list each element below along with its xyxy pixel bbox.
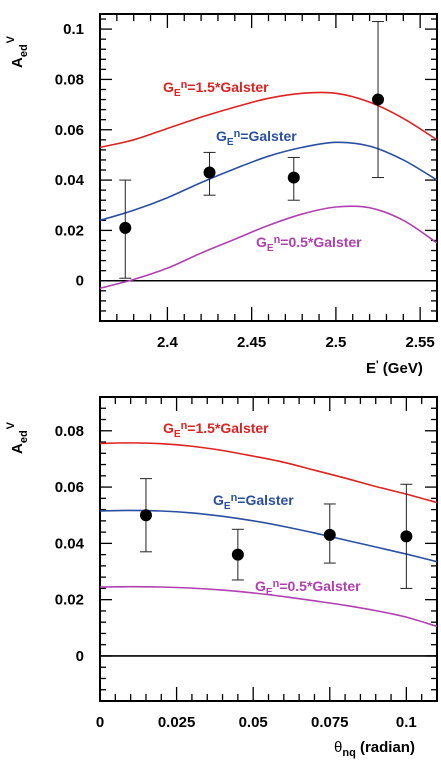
x-tick-label: 2.5: [325, 334, 346, 351]
series-label-sub: E: [174, 429, 181, 440]
series-label-sup: n: [181, 79, 188, 91]
x-axis-label-unit: (GeV): [379, 360, 423, 377]
series-label-prefix: G: [163, 79, 174, 95]
series-label-prefix: G: [255, 578, 266, 594]
series-label-suffix: =1.5*Galster: [187, 420, 269, 436]
series-label-gen-1p5-galster: GEn=1.5*Galster: [163, 420, 269, 440]
series-line-gen-1p5-galster: [100, 442, 437, 504]
series-label-sub: E: [224, 501, 231, 512]
y-tick-label: 0.04: [55, 172, 85, 189]
series-label-prefix: G: [216, 128, 227, 144]
series-line-gen-1p5-galster: [100, 91, 437, 149]
y-axis-label: AedV: [5, 35, 30, 68]
series-label-gen-0p5-galster: GEn=0.5*Galster: [255, 578, 361, 598]
series-label-sub: E: [267, 243, 274, 254]
series-line-gen-galster: [100, 141, 437, 222]
y-tick-label: 0: [76, 273, 84, 290]
y-tick-label: 0.08: [55, 423, 84, 440]
y-tick-label: 0: [76, 648, 84, 665]
y-axis-label-sup: V: [5, 421, 17, 429]
data-point: [119, 221, 132, 234]
y-tick-label: 0.08: [55, 71, 84, 88]
x-axis-label-unit: (radian): [356, 739, 415, 756]
data-point: [400, 530, 413, 543]
series-label-sub: E: [227, 137, 234, 148]
y-axis-label-sup: V: [5, 35, 17, 43]
series-label-gen-galster: GEn=Galster: [216, 128, 297, 148]
x-tick-label: 2.55: [406, 334, 435, 351]
y-tick-label: 0.02: [55, 222, 84, 239]
y-tick-label: 0.06: [55, 122, 84, 139]
data-point: [231, 548, 244, 561]
y-axis-label-sub: ed: [18, 44, 30, 57]
x-tick-label: 2.45: [237, 334, 266, 351]
x-tick-label: 0.025: [158, 714, 196, 731]
data-point: [287, 171, 300, 184]
x-axis-label-sub: nq: [342, 747, 355, 759]
y-axis-label-sub: ed: [18, 430, 30, 443]
series-label-gen-0p5-galster: GEn=0.5*Galster: [256, 234, 362, 254]
y-tick-label: 0.02: [55, 592, 84, 609]
series-label-prefix: G: [213, 492, 224, 508]
data-point: [139, 509, 152, 522]
data-point: [323, 528, 336, 541]
x-axis-label-main: E: [366, 360, 376, 377]
series-label-suffix: =Galster: [237, 492, 294, 508]
data-point: [372, 93, 385, 106]
panel-energy: 00.020.040.060.080.12.4 2.45 2.5 2.55GEn=1.…: [5, 13, 438, 377]
series-label-gen-1p5-galster: GEn=1.5*Galster: [163, 79, 269, 99]
series-label-prefix: G: [163, 420, 174, 436]
series-label-suffix: =0.5*Galster: [280, 234, 362, 250]
series-line-gen-0p5-galster: [100, 205, 437, 290]
series-label-sup: n: [273, 578, 280, 590]
y-tick-label: 0.06: [55, 479, 84, 496]
x-tick-label: 0.05: [239, 714, 268, 731]
x-tick-label: 0: [96, 714, 104, 731]
series-label-gen-galster: GEn=Galster: [213, 492, 294, 512]
series-label-sup: n: [234, 128, 241, 140]
x-axis-label: E' (GeV): [366, 359, 423, 377]
series-label-sup: n: [274, 234, 281, 246]
y-tick-label: 0.1: [63, 21, 84, 38]
panel-angle: 00.020.040.060.080 0.025 0.05 0.075 0.1GEn=1…: [5, 396, 438, 759]
y-axis-label-main: A: [9, 443, 26, 454]
y-axis-label-main: A: [9, 57, 26, 68]
x-axis-label: θnq (radian): [334, 739, 415, 759]
x-tick-label: 0.1: [396, 714, 417, 731]
series-line-gen-0p5-galster: [100, 585, 437, 628]
x-tick-label: 2.4: [157, 334, 179, 351]
series-label-suffix: =1.5*Galster: [187, 79, 269, 95]
x-axis-label-prime: ': [376, 359, 379, 371]
x-tick-label: 0.075: [311, 714, 349, 731]
series-label-prefix: G: [256, 234, 267, 250]
x-axis-label-main: θ: [334, 739, 342, 756]
series-label-suffix: =0.5*Galster: [279, 578, 361, 594]
series-label-suffix: =Galster: [240, 128, 297, 144]
series-label-sub: E: [266, 587, 273, 598]
series-label-sup: n: [181, 420, 188, 432]
data-point: [203, 166, 216, 179]
series-label-sup: n: [231, 492, 238, 504]
y-tick-label: 0.04: [55, 535, 85, 552]
y-axis-label: AedV: [5, 421, 30, 454]
series-line-gen-galster: [100, 509, 437, 563]
series-label-sub: E: [174, 88, 181, 99]
